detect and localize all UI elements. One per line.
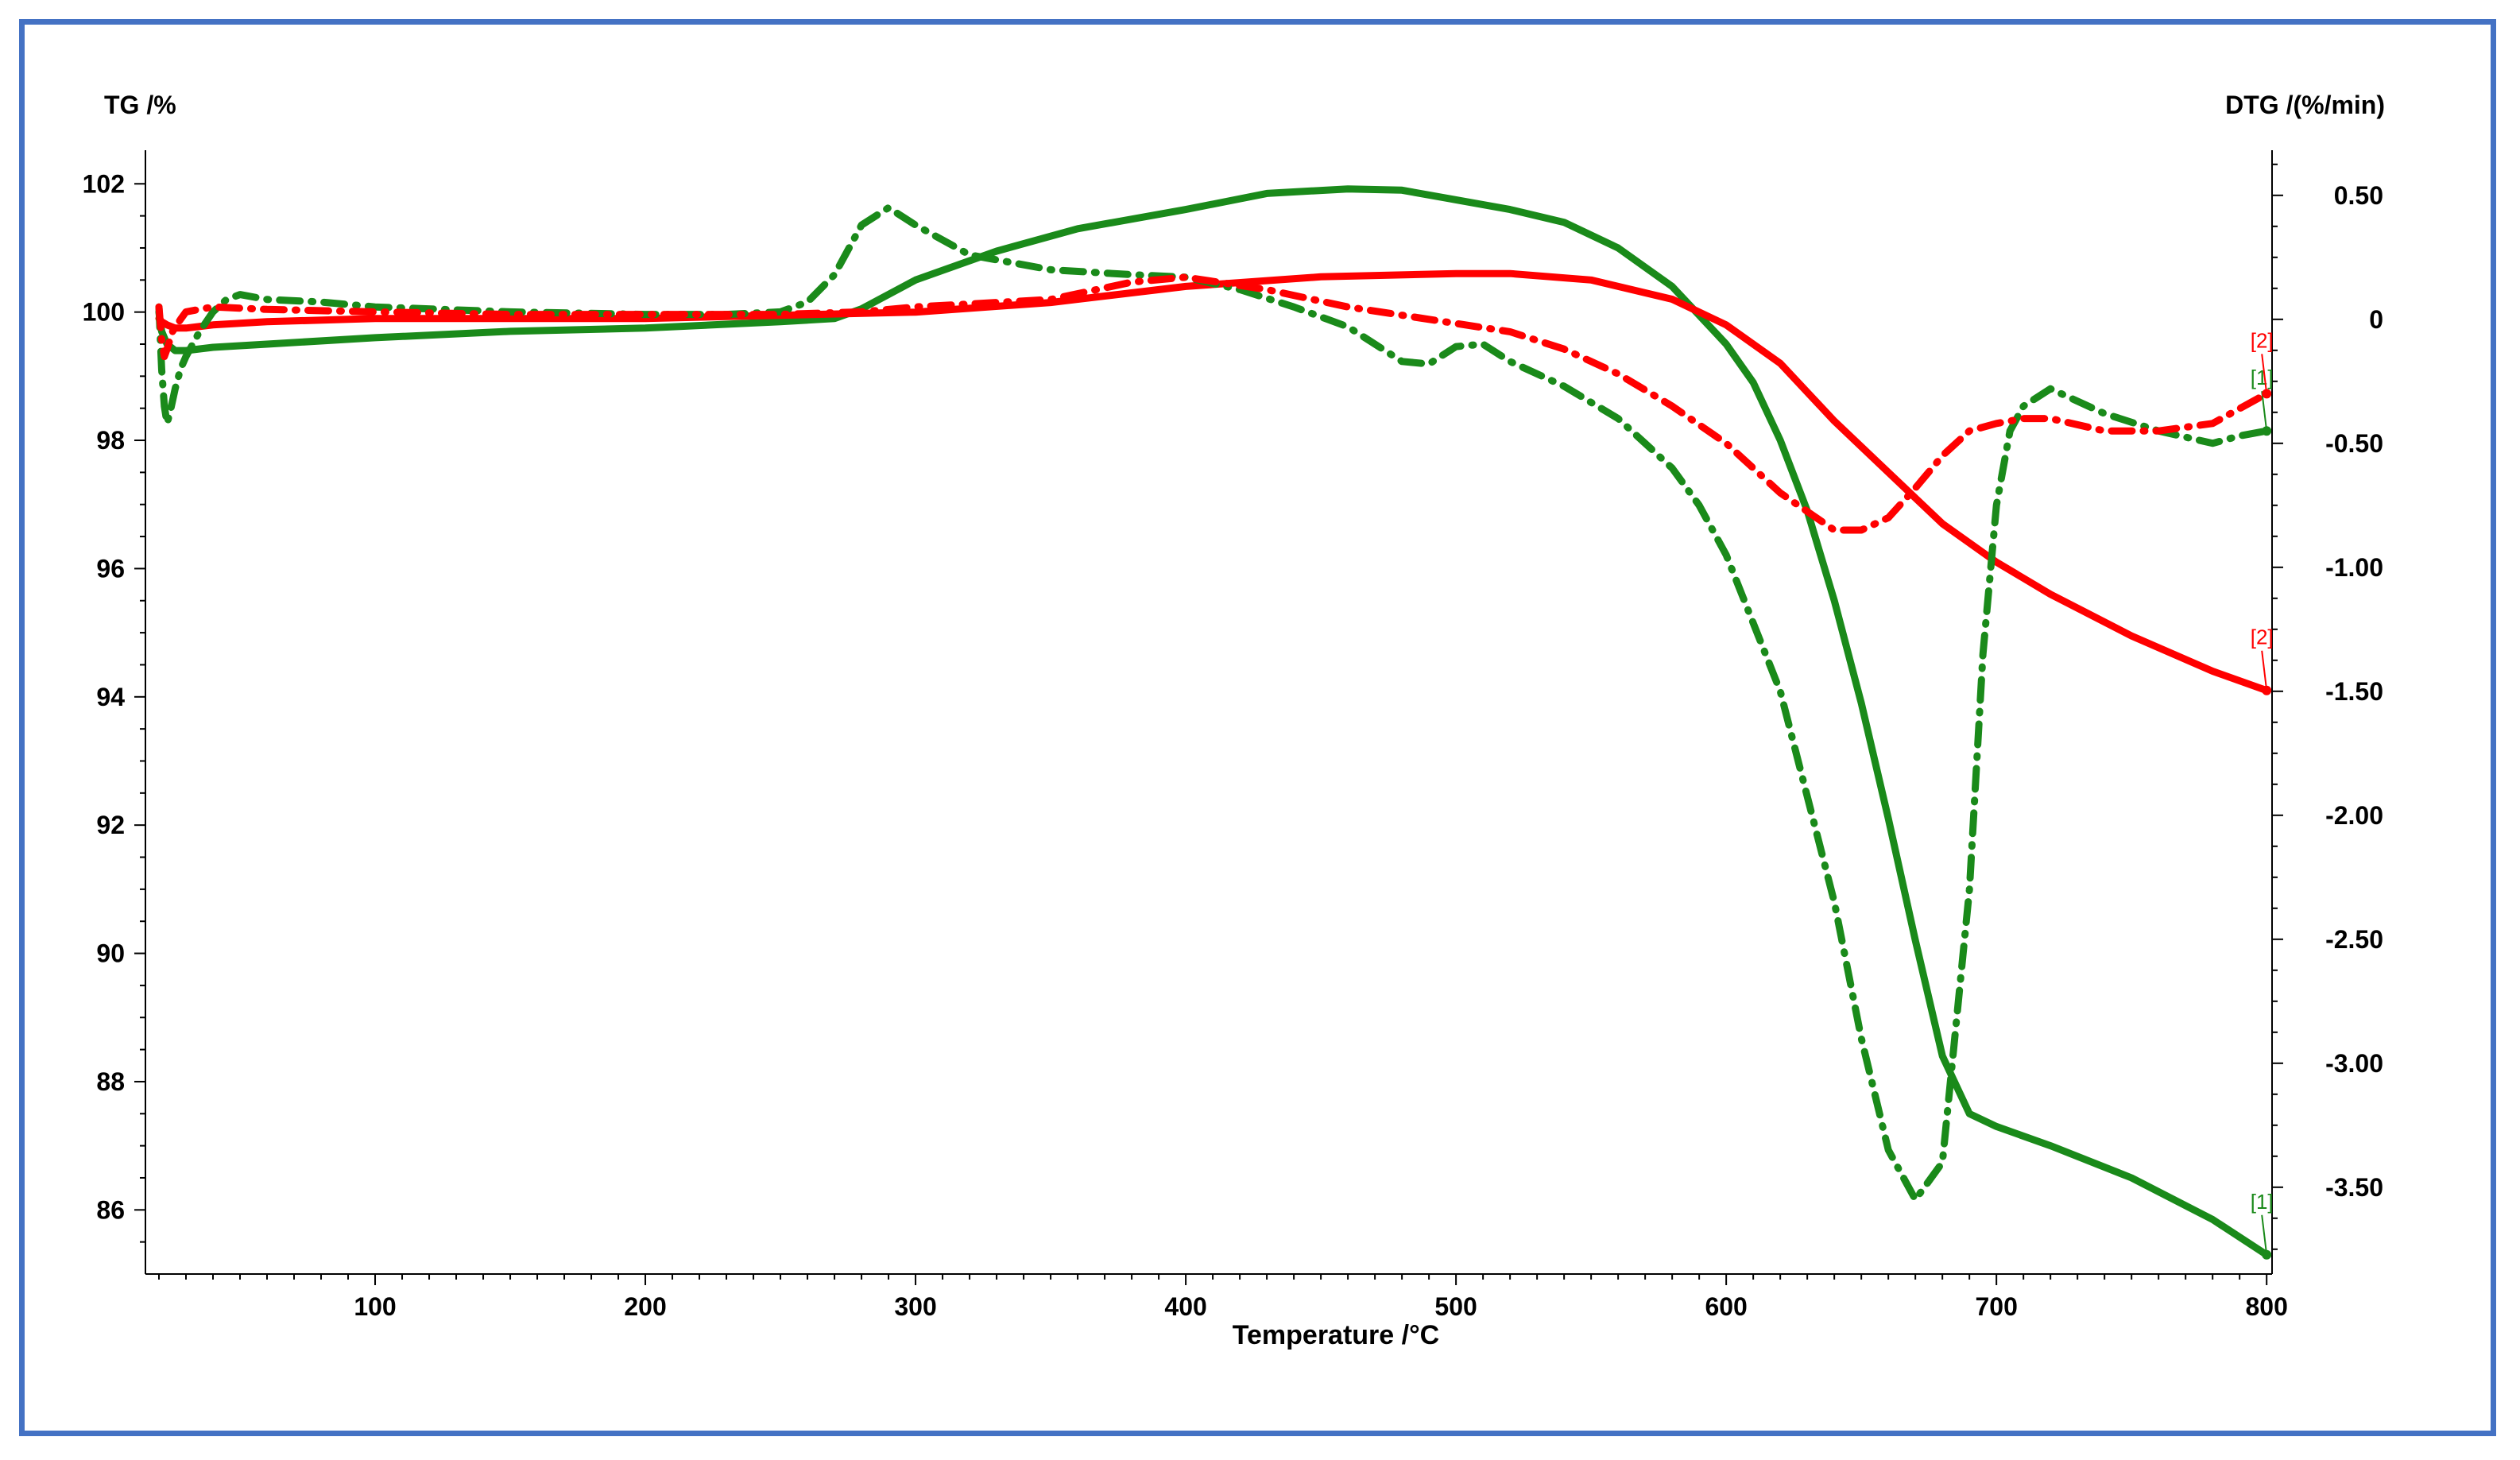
- y-left-tick-label: 96: [96, 554, 125, 583]
- tick-marks: [134, 163, 2283, 1285]
- series-end-labels: [1] [2] [1] [2]: [2251, 328, 2274, 1260]
- y-left-tick-label: 102: [83, 169, 125, 198]
- x-tick-label: 600: [1705, 1292, 1747, 1321]
- tick-labels: 100 200 300 400 500 600 700 800 86 88 90 92 94 96 98 10…: [83, 169, 2383, 1321]
- x-tick-label: 700: [1975, 1292, 2017, 1321]
- y-right-tick-label: -1.00: [2325, 553, 2383, 582]
- dtg2-end-leader: [2261, 354, 2268, 394]
- x-tick-label: 200: [624, 1292, 666, 1321]
- tg1-line: [155, 185, 2270, 1259]
- x-tick-label: 400: [1164, 1292, 1206, 1321]
- dtg1-line: [155, 203, 2270, 1203]
- x-tick-label: 100: [354, 1292, 396, 1321]
- axes: [145, 150, 2273, 1275]
- dtg2-end-label: [2]: [2251, 328, 2274, 352]
- x-tick-label: 300: [894, 1292, 936, 1321]
- y-left-tick-label: 90: [96, 939, 125, 968]
- tg2-end-leader: [2261, 650, 2268, 691]
- y-right-tick-label: -3.50: [2325, 1173, 2383, 1202]
- x-axis-title: Temperature /°C: [1233, 1320, 1439, 1350]
- y-left-axis-title: TG /%: [104, 91, 176, 119]
- y-right-tick-label: -2.00: [2325, 801, 2383, 830]
- y-right-tick-label: -3.00: [2325, 1049, 2383, 1078]
- series-lines: [155, 185, 2270, 1259]
- y-left-tick-label: 86: [96, 1195, 125, 1224]
- y-left-tick-label: 88: [96, 1067, 125, 1096]
- x-tick-label: 500: [1434, 1292, 1477, 1321]
- y-right-axis-title: DTG /(%/min): [2225, 91, 2385, 119]
- x-tick-label: 800: [2246, 1292, 2288, 1321]
- y-right-tick-label: 0.50: [2334, 181, 2383, 210]
- dtg2-line: [155, 273, 2270, 534]
- y-left-tick-label: 94: [96, 683, 125, 711]
- y-right-tick-label: -2.50: [2325, 925, 2383, 954]
- dtg1-end-label: [1]: [2251, 366, 2274, 389]
- y-left-tick-label: 92: [96, 811, 125, 839]
- y-left-tick-label: 100: [83, 298, 125, 327]
- y-right-tick-label: 0: [2369, 305, 2383, 334]
- chart-frame: 100 200 300 400 500 600 700 800 86 88 90 92 94 96 98 10…: [19, 19, 2496, 1436]
- tg-dtg-chart: 100 200 300 400 500 600 700 800 86 88 90 92 94 96 98 10…: [83, 91, 2385, 1350]
- y-right-tick-label: -0.50: [2325, 429, 2383, 458]
- y-left-tick-label: 98: [96, 426, 125, 455]
- y-right-tick-label: -1.50: [2325, 677, 2383, 706]
- tg2-end-label: [2]: [2251, 625, 2274, 649]
- tg1-end-leader: [2261, 1214, 2268, 1255]
- dtg1-end-leader: [2261, 391, 2268, 432]
- tg1-end-label: [1]: [2251, 1190, 2274, 1214]
